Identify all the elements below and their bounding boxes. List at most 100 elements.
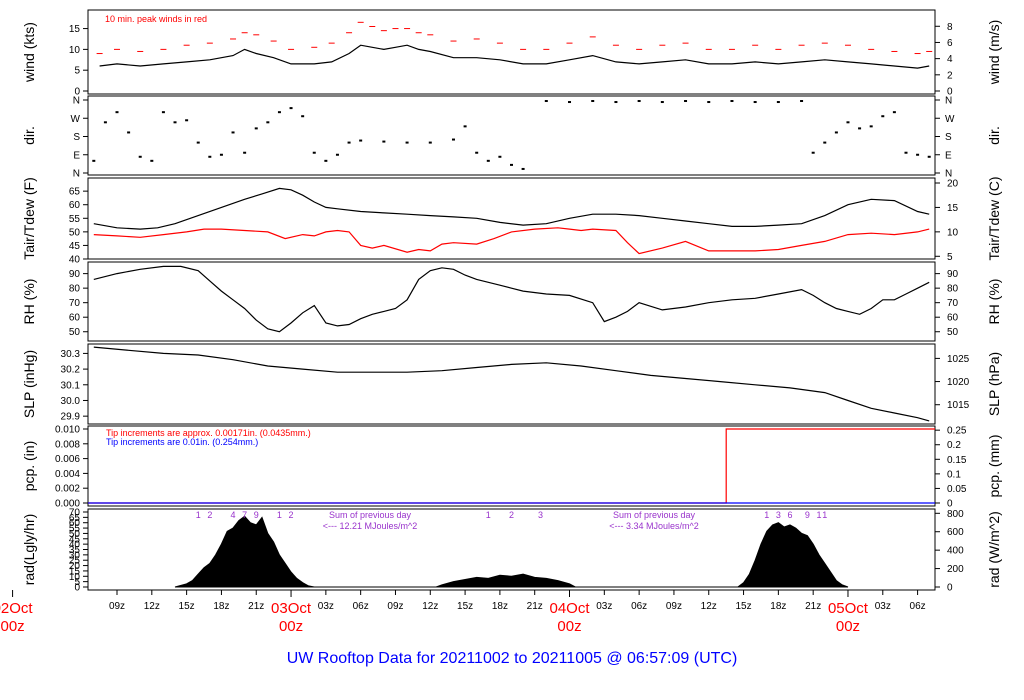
direction-point <box>324 159 328 162</box>
y-axis-label-left: wind (kts) <box>21 22 37 83</box>
y-axis-label-right: wind (m/s) <box>986 20 1002 86</box>
y-tick-label-left: 0.010 <box>55 425 80 436</box>
chart-title: UW Rooftop Data for 20211002 to 20211005… <box>286 650 738 667</box>
humidity-frame <box>87 261 936 342</box>
humidity-series-line <box>93 265 930 333</box>
y-tick-label-right: 800 <box>947 509 964 520</box>
direction-point <box>510 163 513 166</box>
radiation-hour-mark: 3 <box>538 510 543 520</box>
y-tick-label-left: 0.008 <box>55 439 80 450</box>
direction-point <box>881 115 885 118</box>
y-tick-label-right: 200 <box>947 564 964 575</box>
direction-point <box>927 155 931 158</box>
direction-point <box>916 153 920 156</box>
y-tick-label-left: 0.006 <box>55 454 80 465</box>
direction-point <box>858 127 862 130</box>
y-tick-label-right: 0 <box>947 583 953 594</box>
x-tick-label: 12z <box>422 601 438 612</box>
direction-point <box>312 151 316 154</box>
temperature-frame <box>87 177 936 260</box>
direction-point <box>196 141 200 144</box>
radiation-hour-mark: 1 <box>196 510 201 520</box>
x-axis: 09z 12z 15z 18z 21z 03z 06z 09z 12z 15z 18z 21z 03z 0… <box>0 590 926 635</box>
direction-point <box>475 151 479 154</box>
y-axis-label-right: dir. <box>986 126 1002 145</box>
direction-point <box>614 101 618 104</box>
x-tick-label: 15z <box>457 601 473 612</box>
y-tick-label-right: 2 <box>947 70 953 81</box>
dir-tick-label-right: E <box>945 150 952 161</box>
y-tick-label-right: 6 <box>947 38 953 49</box>
y-tick-label-left: 60 <box>69 518 81 529</box>
direction-point <box>92 159 96 162</box>
direction-point <box>428 141 432 144</box>
direction-point <box>869 125 873 128</box>
y-axis-label-right: RH (%) <box>986 279 1002 325</box>
x-day-label: 03Oct <box>271 600 312 617</box>
y-tick-label-right: 4 <box>947 54 953 65</box>
dir-tick-label-right: N <box>945 169 952 180</box>
radiation-hour-mark: 1 <box>486 510 491 520</box>
y-tick-label-left: 50 <box>69 327 81 338</box>
direction-point <box>591 100 595 103</box>
direction-point <box>846 121 850 124</box>
y-tick-label-right: 10 <box>947 227 959 238</box>
y-tick-label-right: 600 <box>947 527 964 538</box>
direction-point <box>243 151 247 154</box>
direction-point <box>521 167 525 170</box>
y-tick-label-left: 60 <box>69 313 81 324</box>
direction-point <box>823 141 827 144</box>
dir-tick-label-right: N <box>945 96 952 107</box>
x-day-label: 05Oct <box>828 600 869 617</box>
y-axis-label-left: dir. <box>21 126 37 145</box>
x-tick-label: 18z <box>770 601 786 612</box>
direction-point <box>127 131 131 134</box>
y-tick-label-right: 5 <box>947 252 953 263</box>
x-day-time: 00z <box>0 618 24 635</box>
y-tick-label-left: 0.004 <box>55 469 80 480</box>
panel-wind: 0 5 10 15 0 2 4 6 8 wind (kts) wind (m/s) 10 min. p… <box>21 9 1002 98</box>
y-tick-label-right: 80 <box>947 284 959 295</box>
y-tick-label-right: 0.2 <box>947 440 961 451</box>
direction-point <box>660 101 664 104</box>
direction-point <box>219 153 223 156</box>
x-tick-label: 06z <box>631 601 647 612</box>
y-tick-label-right: 90 <box>947 269 959 280</box>
direction-point <box>277 111 281 114</box>
x-tick-label: 21z <box>248 601 264 612</box>
temperature-series-line <box>93 227 930 255</box>
y-axis-label-left: rad(Lgly/hr) <box>21 514 37 586</box>
precip-note-tips: Tip increments are 0.01in. (0.254mm.) <box>106 437 258 447</box>
wind-frame <box>87 9 936 95</box>
direction-point <box>347 141 351 144</box>
dir-tick-label-right: S <box>945 132 952 143</box>
direction-point <box>544 100 548 103</box>
direction-point <box>173 121 177 124</box>
temperature-series-line <box>93 187 930 230</box>
direction-point <box>289 107 293 110</box>
pressure-frame <box>87 343 936 425</box>
y-tick-label-left: 0.002 <box>55 484 80 495</box>
y-tick-label-right: 20 <box>947 179 959 190</box>
y-tick-label-left: 65 <box>69 513 81 524</box>
y-tick-label-left: 35 <box>69 545 81 556</box>
wind-series-line <box>99 44 930 69</box>
y-tick-label-left: 10 <box>69 572 81 583</box>
y-axis-label-right: pcp. (mm) <box>986 435 1002 498</box>
radiation-hour-mark: 6 <box>787 510 792 520</box>
direction-point <box>231 131 235 134</box>
x-tick-label: 03z <box>318 601 334 612</box>
y-tick-label-left: 5 <box>74 577 80 588</box>
y-tick-label-left: 50 <box>69 529 81 540</box>
y-tick-label-right: 400 <box>947 546 964 557</box>
y-tick-label-left: 30.1 <box>61 380 81 391</box>
y-tick-label-left: 20 <box>69 561 81 572</box>
direction-point <box>904 151 908 154</box>
y-tick-label-right: 0.1 <box>947 469 961 480</box>
y-tick-label-left: 40 <box>69 540 81 551</box>
y-tick-label-right: 1025 <box>947 354 970 365</box>
y-tick-label-left: 5 <box>74 66 80 77</box>
x-tick-label: 06z <box>353 601 369 612</box>
precip-note-approx: Tip increments are approx. 0.00171in. (0… <box>106 428 311 438</box>
